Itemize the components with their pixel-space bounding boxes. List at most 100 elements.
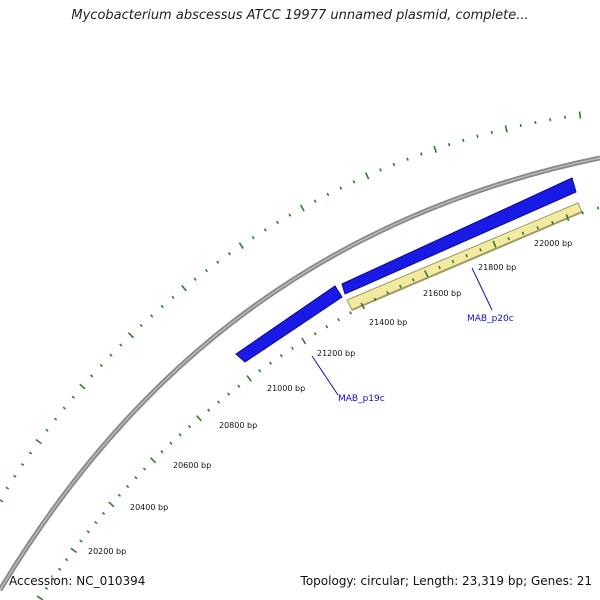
tick-mark bbox=[462, 138, 465, 143]
tick-mark bbox=[238, 242, 244, 249]
tick-mark bbox=[246, 375, 252, 382]
tick-mark bbox=[125, 484, 130, 489]
tick-mark bbox=[313, 332, 317, 336]
tick-mark bbox=[536, 226, 539, 230]
tick-mark bbox=[109, 353, 113, 357]
tick-mark bbox=[150, 314, 154, 318]
tick-mark bbox=[13, 474, 17, 478]
tick-mark bbox=[288, 213, 292, 217]
tick-mark bbox=[171, 295, 175, 299]
tick-mark bbox=[507, 237, 511, 241]
tick-mark bbox=[64, 558, 69, 562]
tick-mark bbox=[71, 395, 75, 399]
tick-mark bbox=[53, 417, 58, 421]
tick-mark bbox=[79, 383, 86, 390]
tick-mark bbox=[339, 186, 343, 190]
tick-mark bbox=[337, 317, 341, 322]
tick-mark bbox=[490, 130, 493, 135]
tick-mark bbox=[373, 297, 377, 301]
inner-tick-ring bbox=[36, 206, 600, 600]
tick-mark bbox=[578, 111, 582, 119]
tick-label-group: 20200 bp 20400 bp 20600 bp 20800 bp 2100… bbox=[88, 239, 572, 556]
outer-tick-ring bbox=[0, 111, 582, 503]
tick-mark bbox=[313, 199, 317, 203]
tick-mark bbox=[326, 192, 330, 197]
tick-label: 21800 bp bbox=[478, 263, 516, 272]
tick-mark bbox=[438, 265, 441, 270]
tick-mark bbox=[521, 231, 525, 235]
map-title: Mycobacterium abscessus ATCC 19977 unnam… bbox=[71, 8, 529, 23]
tick-mark bbox=[51, 577, 55, 581]
gene-mab-p19c[interactable] bbox=[235, 285, 343, 363]
tick-mark bbox=[268, 361, 272, 365]
tick-mark bbox=[519, 123, 522, 128]
tick-mark bbox=[406, 157, 409, 161]
tick-label: 20600 bp bbox=[173, 461, 211, 470]
tick-mark bbox=[263, 228, 267, 232]
tick-mark bbox=[398, 284, 402, 288]
gene-label-mab-p19c[interactable]: MAB_p19c bbox=[338, 394, 385, 404]
tick-mark bbox=[178, 433, 182, 437]
tick-label: 21000 bp bbox=[267, 384, 305, 393]
tick-label: 22000 bp bbox=[534, 239, 572, 248]
tick-mark bbox=[86, 530, 90, 534]
tick-mark bbox=[581, 211, 584, 215]
accession-text: Accession: NC_010394 bbox=[9, 574, 146, 588]
plasmid-backbone bbox=[0, 155, 600, 592]
tick-mark bbox=[492, 240, 497, 248]
cds-feature-yellow[interactable] bbox=[346, 202, 583, 311]
tick-mark bbox=[451, 259, 455, 264]
tick-mark bbox=[325, 324, 329, 329]
tick-label: 20800 bp bbox=[219, 421, 257, 430]
tick-mark bbox=[20, 463, 25, 467]
tick-label: 21400 bp bbox=[369, 318, 407, 327]
tick-mark bbox=[216, 400, 221, 404]
tick-mark bbox=[504, 125, 508, 133]
tick-mark bbox=[349, 311, 352, 315]
tick-mark bbox=[187, 424, 192, 429]
tick-mark bbox=[251, 235, 255, 240]
cds-feature-yellow-edge bbox=[351, 211, 583, 311]
tick-mark bbox=[119, 343, 123, 347]
tick-mark bbox=[227, 252, 231, 256]
tick-mark bbox=[28, 451, 33, 455]
tick-mark bbox=[196, 415, 202, 422]
tick-mark bbox=[447, 143, 451, 147]
tick-mark bbox=[0, 499, 4, 503]
plasmid-backbone-highlight bbox=[0, 157, 600, 591]
tick-label: 21600 bp bbox=[423, 289, 461, 298]
tick-label: 21200 bp bbox=[317, 349, 355, 358]
gene-label-mab-p20c[interactable]: MAB_p20c bbox=[467, 314, 514, 324]
tick-mark bbox=[94, 520, 98, 525]
tick-mark bbox=[565, 214, 570, 222]
tick-mark bbox=[424, 270, 429, 278]
tick-mark bbox=[564, 115, 567, 119]
tick-mark bbox=[134, 476, 138, 480]
tick-mark bbox=[193, 277, 197, 281]
tick-mark bbox=[479, 248, 482, 252]
tick-mark bbox=[127, 332, 134, 339]
tick-mark bbox=[62, 406, 66, 410]
tick-mark bbox=[360, 302, 366, 310]
tick-mark bbox=[379, 168, 382, 172]
tick-mark bbox=[35, 438, 42, 445]
gene-mab-p20c[interactable] bbox=[341, 177, 577, 295]
tick-mark bbox=[5, 486, 10, 490]
tick-mark bbox=[99, 363, 103, 368]
tick-mark bbox=[291, 346, 294, 350]
tick-mark bbox=[433, 145, 438, 153]
tick-mark bbox=[207, 408, 211, 412]
tick-mark bbox=[300, 204, 305, 212]
tick-mark bbox=[411, 278, 415, 282]
tick-mark bbox=[150, 457, 157, 464]
tick-mark bbox=[117, 493, 122, 497]
tick-mark bbox=[44, 586, 49, 590]
tick-mark bbox=[169, 441, 173, 445]
tick-mark bbox=[58, 567, 62, 571]
tick-mark bbox=[108, 501, 115, 508]
tick-mark bbox=[160, 450, 164, 454]
tick-mark bbox=[465, 253, 468, 258]
tick-label: 20200 bp bbox=[88, 547, 126, 556]
